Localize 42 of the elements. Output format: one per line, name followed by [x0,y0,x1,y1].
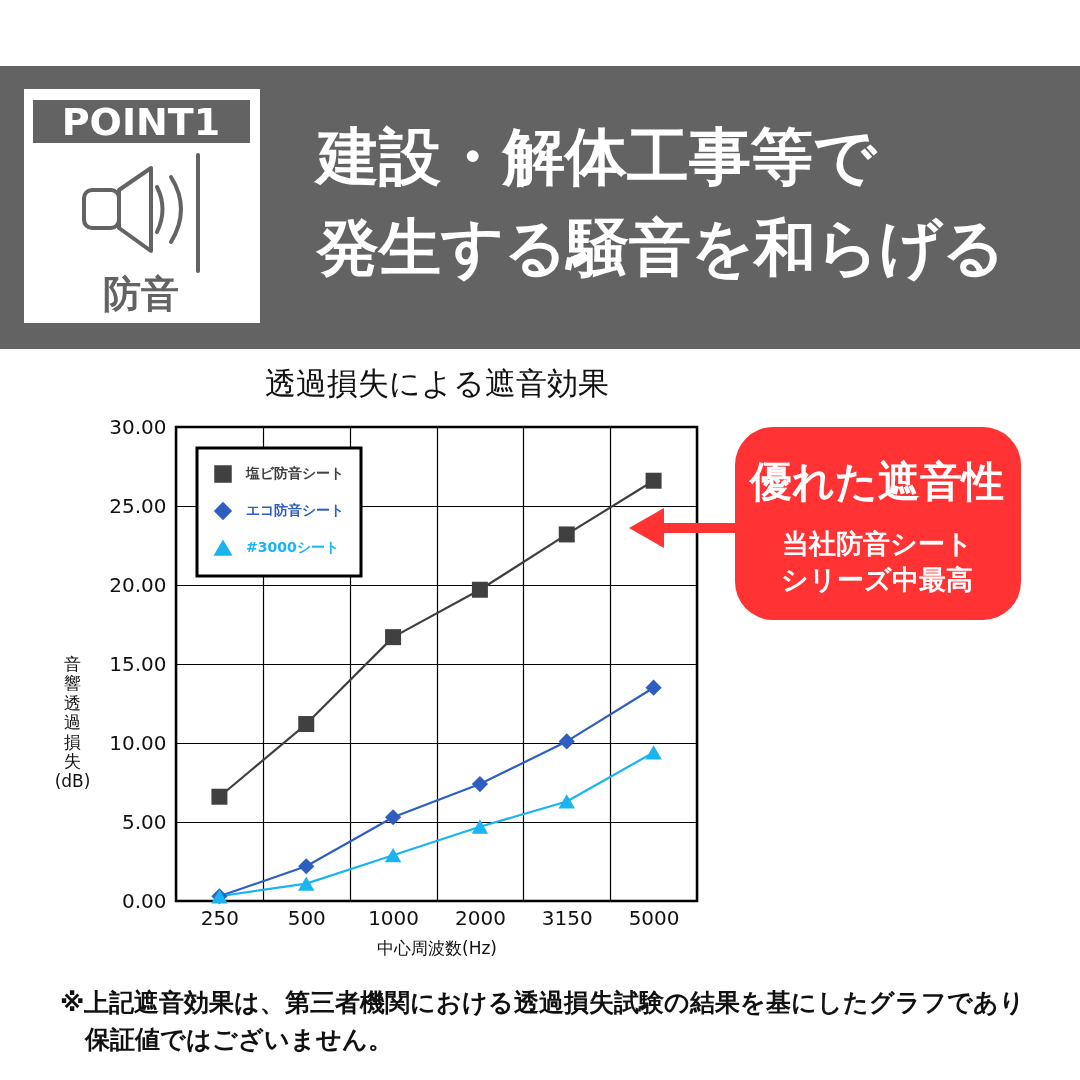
x-tick-label: 5000 [628,905,680,930]
x-tick-label: 3150 [541,905,593,930]
x-tick-label: 2000 [454,905,506,930]
chart-title: 透過損失による遮音効果 [264,365,609,401]
point [385,629,402,646]
x-tick-label: 1000 [368,905,420,930]
point [471,581,488,598]
y-tick-label: 25.00 [109,493,167,518]
point [298,858,315,875]
text: シリーズ中最高 [781,563,973,595]
x-tick-label: 500 [287,905,326,930]
y-tick-label: 15.00 [109,651,167,676]
y-tick-label: 20.00 [109,572,167,597]
point [558,733,575,750]
point [645,472,662,489]
point [211,788,228,805]
text: 発生する騒音を和らげる [317,211,1005,284]
point [384,848,402,863]
text: POINT1 [61,100,221,144]
x-tick-label: 250 [200,905,240,930]
text: ※上記遮音効果は、第三者機関における透過損失試験の結果を基にしたグラフであり保証値ではございません。 [60,987,1027,1056]
point [298,716,315,733]
text: 当社防音シート [781,527,973,559]
point [298,876,315,891]
y-tick-label: 0.00 [121,888,167,913]
point [558,794,575,809]
y-axis-title: 音響透過損失(dB) [54,653,91,791]
x-axis-title: 中心周波数(Hz) [377,937,497,958]
point [471,819,489,834]
legend-label: エコ防音シート [246,502,344,518]
legend-label: 塩ビ防音シート [245,465,344,481]
text: 防音 [103,272,179,316]
y-tick-label: 10.00 [109,730,167,755]
point [558,526,575,543]
y-tick-label: 30.00 [109,414,167,439]
point [645,679,662,696]
point [645,745,662,760]
legend-label: #3000シート [246,539,339,555]
y-tick-label: 5.00 [121,809,167,834]
point [384,809,402,826]
text: 優れた遮音性 [750,457,1004,506]
point [471,775,489,793]
